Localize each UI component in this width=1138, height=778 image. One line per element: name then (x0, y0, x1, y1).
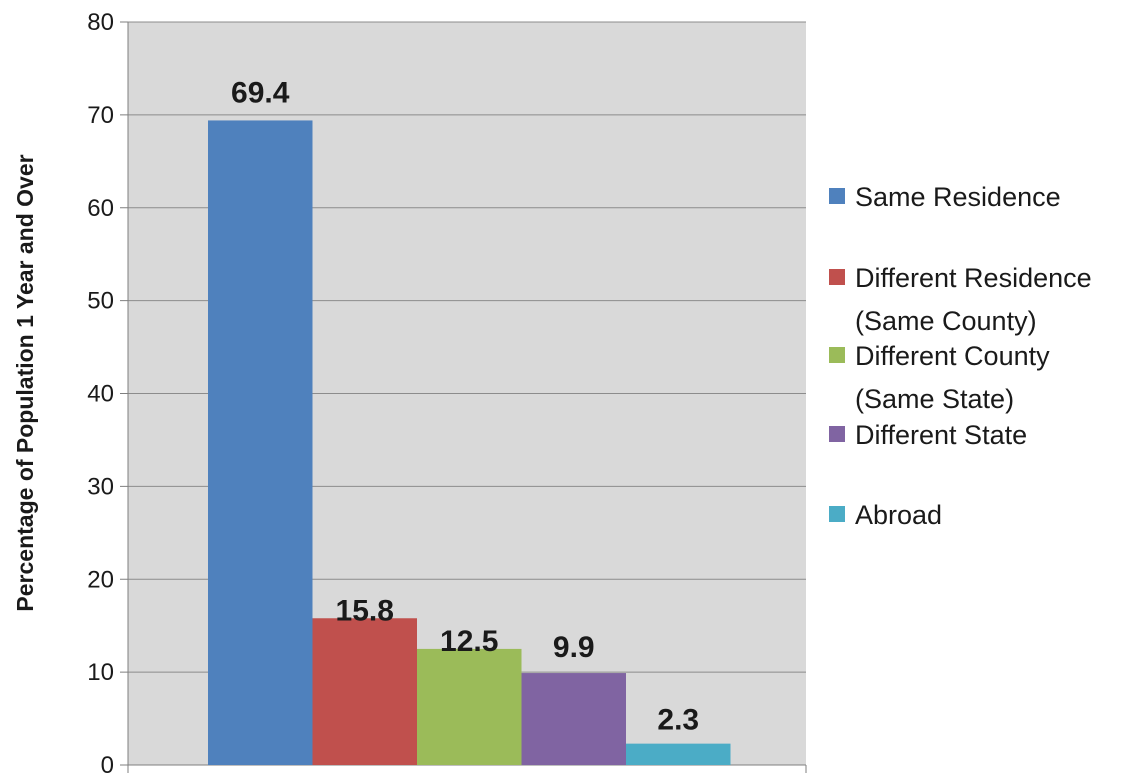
y-tick-label: 50 (87, 288, 114, 315)
bar-3 (521, 673, 626, 765)
legend-item-4: Abroad (829, 500, 942, 530)
legend-label: Different County (855, 341, 1050, 371)
legend: Same Residence Different Residence (Same C… (829, 182, 1092, 530)
y-tick-label: 30 (87, 473, 114, 500)
legend-swatch (829, 426, 845, 442)
data-label-3: 9.9 (553, 631, 595, 664)
bar-2 (417, 648, 522, 765)
legend-label: (Same State) (855, 384, 1014, 414)
legend-item-2: Different County (Same State) (829, 341, 1050, 414)
legend-label: Abroad (855, 500, 942, 530)
data-labels: 69.4 15.8 12.5 9.9 2.3 (231, 76, 699, 736)
legend-swatch (829, 347, 845, 363)
y-tick-label: 60 (87, 195, 114, 222)
legend-label: Same Residence (855, 182, 1061, 212)
y-tick-label: 70 (87, 102, 114, 129)
legend-item-3: Different State (829, 420, 1027, 450)
legend-swatch (829, 269, 845, 285)
bar-4 (626, 743, 731, 765)
legend-label: Different Residence (855, 263, 1092, 293)
legend-item-0: Same Residence (829, 182, 1061, 212)
y-tick-label: 20 (87, 566, 114, 593)
y-tick-label: 40 (87, 381, 114, 408)
bar-1 (312, 618, 417, 765)
legend-swatch (829, 506, 845, 522)
legend-label: (Same County) (855, 306, 1037, 336)
y-axis-title: Percentage of Population 1 Year and Over (12, 154, 38, 611)
legend-item-1: Different Residence (Same County) (829, 263, 1092, 336)
legend-swatch (829, 188, 845, 204)
data-label-4: 2.3 (657, 704, 699, 737)
y-tick-label: 80 (87, 9, 114, 36)
data-label-0: 69.4 (231, 76, 290, 109)
bars (208, 120, 731, 765)
legend-label: Different State (855, 420, 1027, 450)
data-label-2: 12.5 (440, 625, 498, 658)
y-tick-label: 10 (87, 659, 114, 686)
data-label-1: 15.8 (336, 594, 394, 627)
y-tick-label: 0 (101, 752, 114, 773)
bar-0 (208, 120, 313, 765)
